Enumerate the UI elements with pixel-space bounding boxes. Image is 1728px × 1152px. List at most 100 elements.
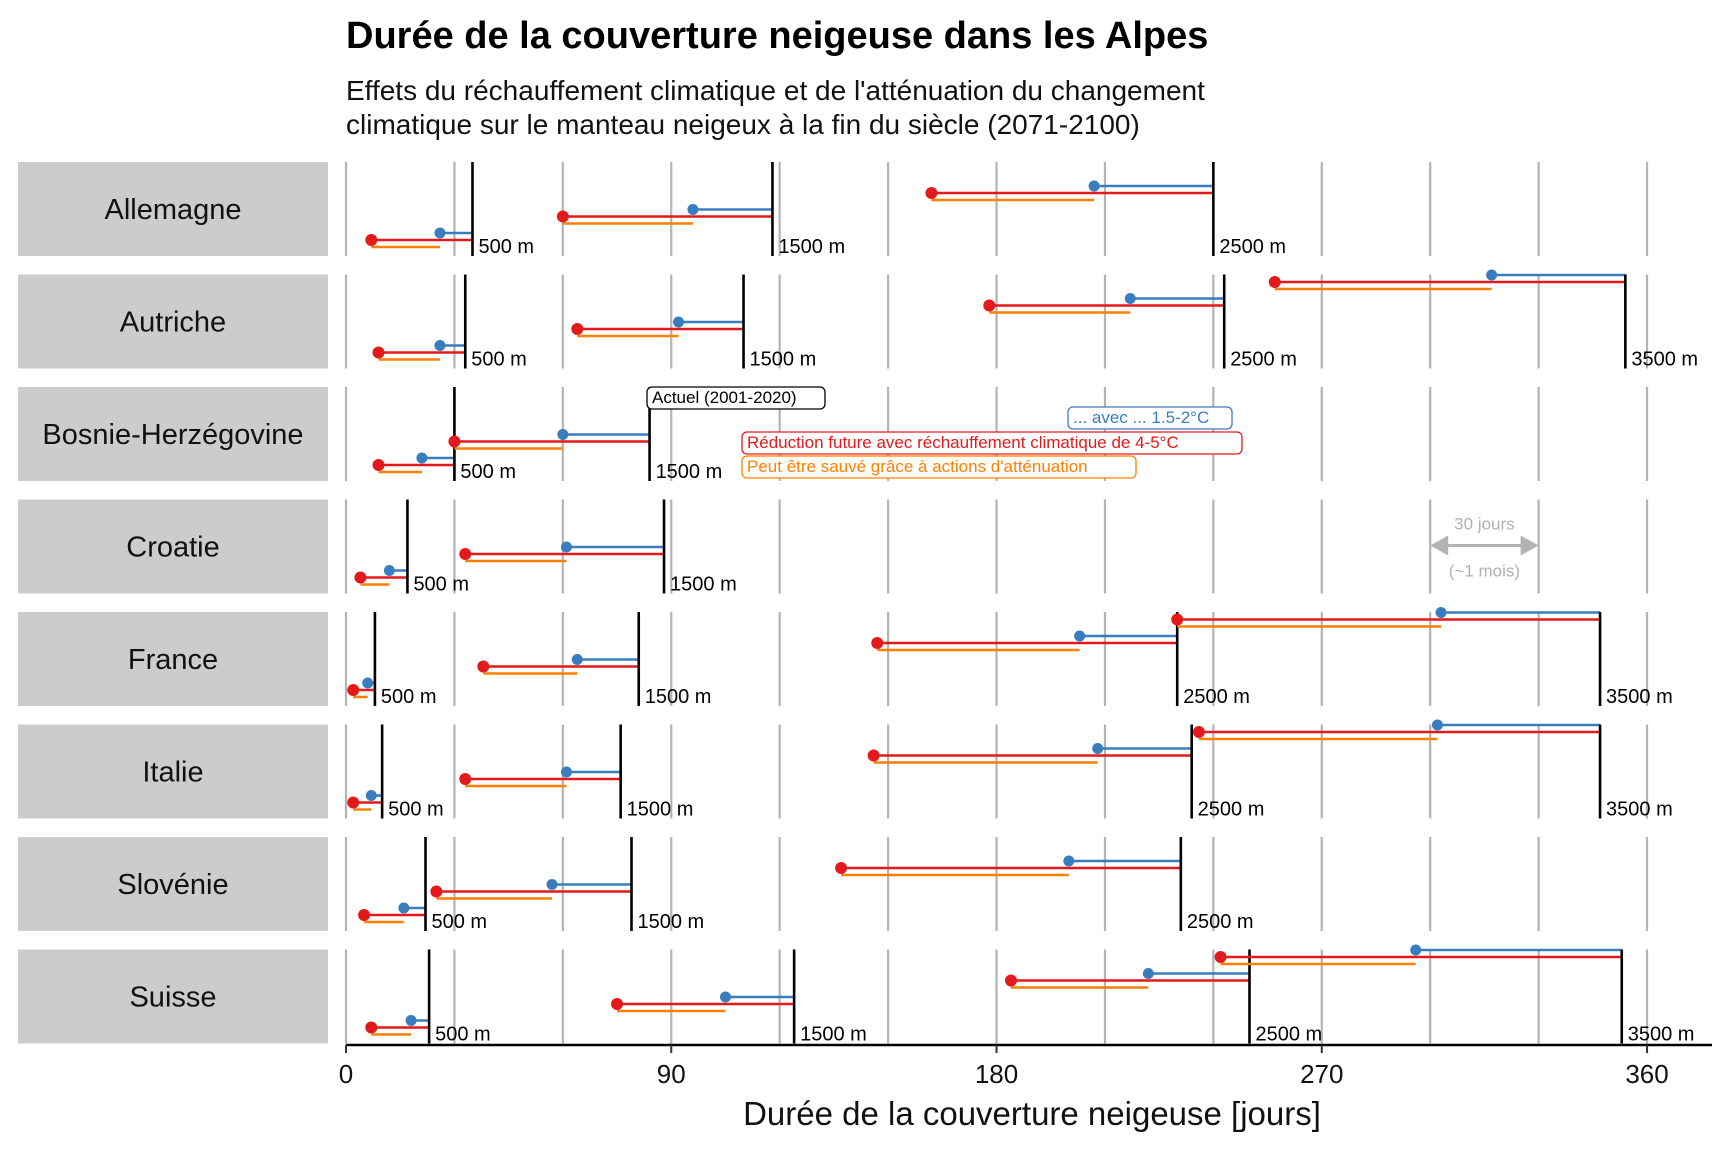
mitigated-point	[560, 541, 572, 553]
panel-2: Bosnie-Herzégovine 500 m 1500 m Actuel (200…	[18, 386, 1649, 483]
station-3: 3500 m	[1214, 944, 1695, 1046]
mitigated-point	[1410, 944, 1422, 956]
altitude-label: 1500 m	[800, 1024, 867, 1046]
altitude-label: 500 m	[460, 461, 516, 483]
facet-strip	[18, 724, 328, 819]
mitigated-point	[1435, 607, 1447, 618]
facet-label: Autriche	[120, 307, 226, 339]
legend-mitigated: ... avec ... 1.5-2°C	[1067, 406, 1233, 430]
altitude-label: 1500 m	[750, 349, 817, 371]
legend-mitigated-box	[1067, 406, 1233, 430]
warming-point	[1004, 974, 1017, 987]
mitigated-point	[416, 452, 428, 464]
warming-point	[556, 210, 569, 223]
altitude-label: 3500 m	[1631, 349, 1698, 371]
mitigated-point	[1142, 968, 1154, 979]
altitude-label: 2500 m	[1230, 349, 1297, 371]
warming-point	[1214, 951, 1227, 963]
warming-point	[1192, 726, 1205, 738]
station-2: 2500 m	[835, 837, 1254, 933]
altitude-label: 500 m	[413, 574, 469, 596]
scale-label: 30 jours	[1454, 515, 1514, 534]
altitude-label: 2500 m	[1256, 1024, 1323, 1046]
facet-strip	[18, 612, 328, 706]
altitude-label: 2500 m	[1187, 911, 1254, 933]
station-1: 1500 m	[459, 499, 737, 596]
panel-4: France 500 m 1500 m 2500 m 3500 m	[18, 607, 1673, 708]
mitigated-point	[405, 1015, 417, 1026]
warming-point	[1171, 613, 1184, 626]
warming-point	[354, 571, 367, 584]
panel-1: Autriche 500 m 1500 m 2500 m 3500 m	[18, 269, 1698, 371]
x-tick-label: 360	[1625, 1059, 1668, 1089]
facet-label: Allemagne	[104, 194, 241, 226]
warming-point	[358, 909, 371, 921]
mitigated-point	[546, 879, 558, 890]
facet-label: Suisse	[129, 982, 216, 1014]
facet-label: Slovénie	[117, 869, 228, 901]
legend-mitigated-text: ... avec ... 1.5-2°C	[1073, 408, 1209, 427]
station-1: 1500 m	[448, 387, 722, 483]
altitude-label: 500 m	[471, 349, 527, 371]
panel-7: Suisse 500 m 1500 m 2500 m 3500 m	[18, 944, 1695, 1046]
station-2: 2500 m	[983, 274, 1297, 371]
altitude-label: 500 m	[435, 1024, 491, 1046]
mitigated-point	[1431, 719, 1443, 731]
altitude-label: 3500 m	[1628, 1024, 1695, 1046]
legend-saved-box	[741, 455, 1137, 479]
station-1: 1500 m	[430, 837, 704, 933]
mitigated-point	[1063, 855, 1075, 867]
warming-point	[372, 346, 385, 359]
mitigated-point	[687, 204, 699, 215]
altitude-label: 2500 m	[1198, 799, 1265, 821]
warming-point	[365, 1021, 378, 1034]
station-3: 3500 m	[1192, 719, 1673, 821]
facet-label: Bosnie-Herzégovine	[42, 419, 303, 451]
altitude-label: 500 m	[432, 911, 488, 933]
scale-note: 30 jours (~1 mois)	[1430, 515, 1539, 581]
altitude-label: 2500 m	[1219, 236, 1286, 258]
x-tick-label: 180	[975, 1059, 1018, 1089]
station-1: 1500 m	[459, 724, 694, 821]
facet-label: Croatie	[126, 532, 220, 564]
altitude-label: 1500 m	[627, 799, 694, 821]
mitigated-point	[1088, 180, 1100, 192]
station-0: 500 m	[358, 837, 487, 933]
warming-point	[477, 660, 490, 673]
chart-title: Durée de la couverture neigeuse dans les…	[346, 15, 1208, 57]
station-2: 2500 m	[867, 724, 1265, 821]
altitude-label: 1500 m	[645, 686, 712, 708]
legend-saved-text: Peut être sauvé grâce à actions d'atténu…	[747, 457, 1088, 476]
legend-warming-text: Réduction future avec réchauffement clim…	[747, 433, 1179, 452]
x-tick-label: 90	[657, 1059, 686, 1089]
panel-0: Allemagne 500 m 1500 m 2500 m	[18, 162, 1649, 258]
altitude-label: 3500 m	[1606, 686, 1673, 708]
warming-point	[925, 187, 938, 199]
mitigated-point	[1124, 293, 1136, 304]
warming-point	[372, 459, 385, 471]
station-0: 500 m	[372, 274, 527, 371]
station-0: 500 m	[372, 387, 516, 483]
legend-current-text: Actuel (2001-2020)	[652, 388, 797, 407]
warming-point	[835, 862, 848, 874]
mitigated-point	[557, 429, 569, 440]
panel-3: Croatie 500 m 1500 m 30 jours (~1 mois)	[18, 499, 1649, 596]
warming-point	[365, 234, 378, 246]
altitude-label: 3500 m	[1606, 799, 1673, 821]
warming-point	[611, 998, 624, 1010]
mitigated-point	[365, 790, 377, 801]
x-tick-label: 0	[339, 1059, 353, 1089]
panels: Allemagne 500 m 1500 m 2500 m Autriche 500 m 1…	[18, 162, 1698, 1046]
facet-label: France	[128, 644, 218, 676]
warming-point	[347, 684, 360, 696]
scale-arrow-left-head	[1430, 535, 1449, 556]
x-tick-label: 270	[1300, 1059, 1343, 1089]
scale-arrow-right-head	[1520, 535, 1539, 556]
mitigated-point	[1486, 269, 1498, 281]
legend-current-box	[646, 386, 826, 410]
station-0: 500 m	[365, 949, 491, 1046]
station-1: 1500 m	[556, 162, 845, 258]
warming-point	[871, 637, 884, 649]
warming-point	[1268, 276, 1281, 288]
